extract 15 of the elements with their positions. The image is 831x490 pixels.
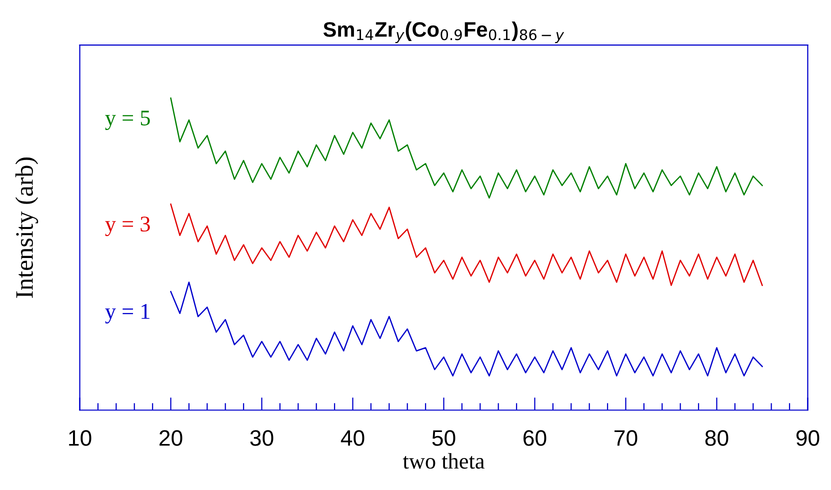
x-tick-label: 90 <box>796 430 820 446</box>
x-tick-label: 70 <box>614 430 638 446</box>
x-tick-label: 50 <box>432 430 456 446</box>
x-tick-label: 10 <box>69 430 92 446</box>
x-tick-label: 40 <box>340 430 364 446</box>
series-label: y = 1 <box>105 304 150 324</box>
chart-title: Sm$_{14}$Zr$_{y}$(Co$_{0.9}$Fe$_{0.1}$)$_{86−y}$ <box>323 22 564 44</box>
series-label: y = 3 <box>105 216 150 236</box>
x-tick-label: 20 <box>160 430 182 446</box>
x-tick-label: 60 <box>524 430 546 446</box>
series-label: y = 5 <box>105 110 150 130</box>
y-axis-title: Intensity (arb) <box>15 158 38 298</box>
x-tick-label: 30 <box>250 430 274 446</box>
x-tick-label: 80 <box>705 430 728 446</box>
x-axis-title: two theta <box>402 453 484 469</box>
